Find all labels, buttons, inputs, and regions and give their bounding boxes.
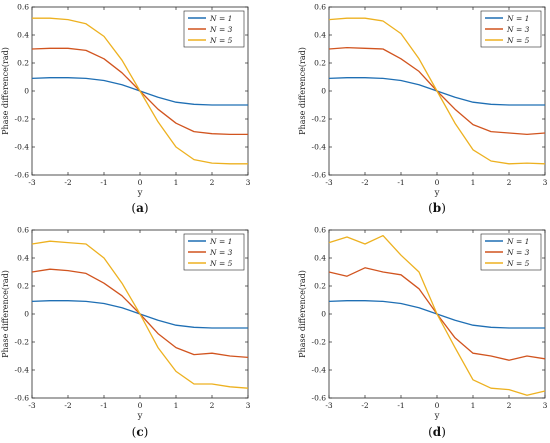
x-tick-label: 0: [138, 178, 143, 187]
x-tick-label: 3: [543, 401, 548, 410]
series-line-3: [328, 234, 546, 396]
y-tick-label: -0.4: [15, 366, 30, 375]
y-tick-label: 0.6: [17, 3, 29, 12]
x-tick-label: -1: [100, 401, 107, 410]
legend-box: [183, 10, 245, 48]
y-tick-label: 0.4: [17, 254, 29, 263]
y-tick-label: -0.4: [15, 143, 30, 152]
chart-panel-d: -3 -2 -1 0 1 2 3 -0.6 -0.4 -0.2 0 0.2 0.4 0.6 y Phase d…: [298, 226, 548, 439]
x-tick-label: 2: [210, 401, 215, 410]
x-tick-label: 2: [210, 178, 215, 187]
x-tick-label: 3: [246, 178, 251, 187]
y-tick-label: 0.6: [17, 226, 29, 235]
chart-panel-a: -3 -2 -1 0 1 2 3 -0.6 -0.4 -0.2 0 0.2 0.4 0.6 y Phase d…: [1, 3, 251, 215]
chart-panel-c: -3 -2 -1 0 1 2 3 -0.6 -0.4 -0.2 0 0.2 0.4 0.6 y Phase d…: [1, 226, 251, 439]
y-tick-label: 0.6: [314, 226, 326, 235]
y-tick-label: 0.2: [314, 59, 326, 68]
x-tick-label: -1: [397, 178, 404, 187]
x-axis-label: y: [137, 411, 143, 421]
panel-label: (d): [428, 425, 446, 439]
x-tick-label: 1: [174, 178, 179, 187]
y-tick-label: 0.6: [314, 3, 326, 12]
legend: N = 1 N = 3 N = 5: [480, 10, 542, 48]
x-tick-label: -3: [325, 401, 333, 410]
y-tick-label: -0.2: [15, 338, 30, 347]
panel-label: (b): [428, 201, 446, 215]
y-tick-label: -0.4: [312, 366, 327, 375]
x-tick-label: -2: [361, 401, 369, 410]
y-tick-label: -0.2: [15, 115, 30, 124]
legend-entry: N = 1: [506, 14, 529, 23]
x-tick-label: -3: [28, 401, 36, 410]
y-tick-label: 0.4: [314, 31, 326, 40]
x-tick-label: 1: [471, 401, 476, 410]
legend-entry: N = 3: [209, 248, 233, 257]
x-tick-label: -1: [100, 178, 107, 187]
x-tick-label: 3: [543, 178, 548, 187]
y-tick-label: 0: [24, 310, 29, 319]
x-axis-label: y: [434, 411, 440, 421]
legend: N = 1 N = 3 N = 5: [183, 10, 245, 48]
series-line-3: [32, 17, 248, 165]
chart-panel-b: -3 -2 -1 0 1 2 3 -0.6 -0.4 -0.2 0 0.2 0.4 0.6 y Phase d…: [298, 3, 548, 215]
y-tick-label: -0.6: [312, 171, 327, 180]
y-tick-label: 0: [24, 87, 29, 96]
y-tick-label: 0.2: [17, 59, 29, 68]
y-axis-label: Phase difference(rad): [1, 270, 10, 358]
y-tick-label: -0.6: [15, 394, 30, 403]
y-tick-label: 0.4: [314, 254, 326, 263]
x-tick-label: -3: [28, 178, 36, 187]
panel-label: (a): [131, 201, 148, 215]
y-tick-label: -0.6: [15, 171, 30, 180]
y-tick-label: -0.2: [312, 338, 327, 347]
x-tick-label: -2: [64, 401, 72, 410]
legend-entry: N = 1: [209, 237, 232, 246]
x-tick-label: 2: [507, 401, 512, 410]
x-tick-label: 3: [246, 401, 251, 410]
y-axis-label: Phase difference(rad): [298, 47, 307, 135]
x-tick-label: -2: [64, 178, 72, 187]
y-tick-label: -0.4: [312, 143, 327, 152]
x-tick-label: -2: [361, 178, 369, 187]
y-tick-label: -0.6: [312, 394, 327, 403]
panel-label: (c): [132, 425, 149, 439]
series-line-3: [31, 240, 249, 389]
y-tick-label: 0: [321, 87, 326, 96]
legend-entry: N = 3: [209, 25, 233, 34]
y-axis-label: Phase difference(rad): [1, 47, 10, 135]
y-tick-label: 0.4: [17, 31, 29, 40]
x-tick-label: 2: [507, 178, 512, 187]
legend-entry: N = 1: [209, 14, 232, 23]
x-tick-label: 0: [435, 178, 440, 187]
legend: N = 1 N = 3 N = 5: [480, 233, 542, 271]
legend-entry: N = 5: [506, 36, 530, 45]
x-tick-label: -3: [325, 178, 333, 187]
x-tick-label: 1: [471, 178, 476, 187]
x-tick-label: 0: [138, 401, 143, 410]
y-tick-label: -0.2: [312, 115, 327, 124]
legend-entry: N = 1: [506, 237, 529, 246]
y-tick-label: 0.2: [17, 282, 29, 291]
legend: N = 1 N = 3 N = 5: [183, 233, 245, 271]
x-tick-label: -1: [397, 401, 404, 410]
y-tick-label: 0: [321, 310, 326, 319]
series-line-3: [328, 17, 546, 165]
legend-entry: N = 3: [506, 248, 530, 257]
x-tick-label: 0: [435, 401, 440, 410]
x-axis-label: y: [434, 188, 440, 198]
legend-entry: N = 5: [209, 36, 233, 45]
legend-entry: N = 5: [506, 259, 530, 268]
x-axis-label: y: [137, 188, 143, 198]
y-axis-label: Phase difference(rad): [298, 270, 307, 358]
x-tick-label: 1: [174, 401, 179, 410]
y-tick-label: 0.2: [314, 282, 326, 291]
legend-entry: N = 3: [506, 25, 530, 34]
legend-entry: N = 5: [209, 259, 233, 268]
